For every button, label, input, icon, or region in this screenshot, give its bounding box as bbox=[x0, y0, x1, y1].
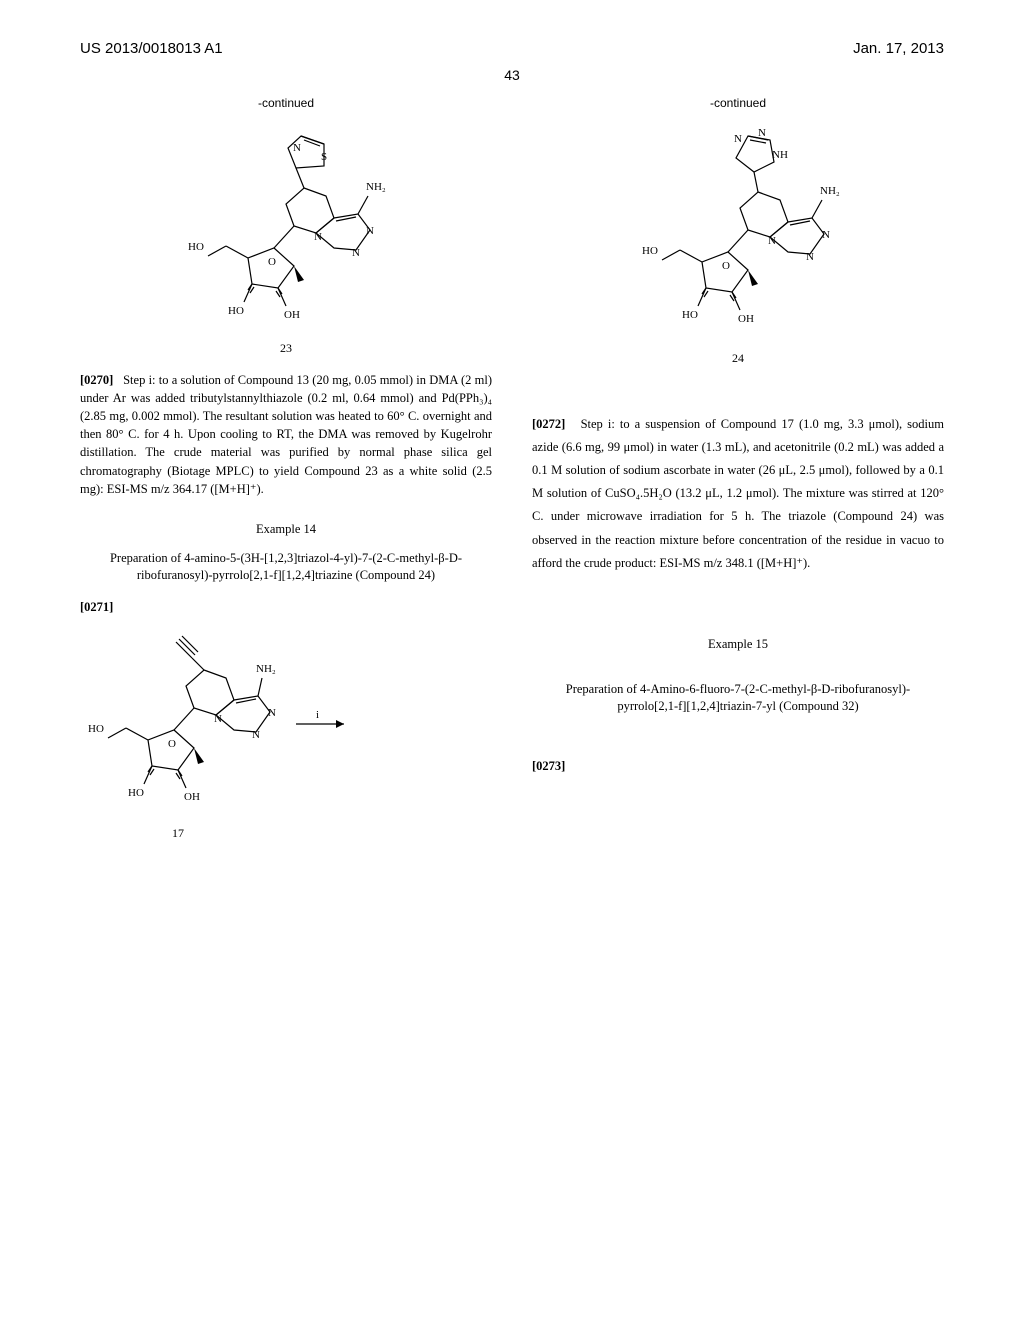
paragraph-0273: [0273] bbox=[532, 757, 944, 775]
molecule-24-svg: N N NH NH₂ N N N bbox=[608, 118, 868, 348]
para-text-0270: Step i: to a solution of Compound 13 (20… bbox=[80, 373, 492, 496]
svg-text:OH: OH bbox=[738, 313, 754, 325]
svg-text:N: N bbox=[252, 729, 260, 741]
example-14-heading: Example 14 bbox=[80, 520, 492, 538]
svg-text:NH₂: NH₂ bbox=[256, 663, 276, 675]
svg-text:S: S bbox=[321, 151, 327, 163]
svg-text:N: N bbox=[352, 247, 360, 259]
page-number: 43 bbox=[80, 67, 944, 83]
compound-17-label: 17 bbox=[86, 825, 492, 842]
svg-text:N: N bbox=[293, 142, 301, 154]
svg-text:NH₂: NH₂ bbox=[366, 181, 386, 193]
patent-number: US 2013/0018013 A1 bbox=[80, 40, 223, 57]
example-15-title: Preparation of 4-Amino-6-fluoro-7-(2-C-m… bbox=[553, 681, 924, 715]
structure-compound-23: N S NH₂ N N N bbox=[80, 118, 492, 357]
para-num-0272: [0272] bbox=[532, 417, 565, 431]
svg-text:N: N bbox=[314, 231, 322, 243]
svg-text:N: N bbox=[768, 235, 776, 247]
svg-text:HO: HO bbox=[128, 787, 144, 799]
para-text-0272: Step i: to a suspension of Compound 17 (… bbox=[532, 417, 944, 570]
left-column: -continued N S bbox=[80, 95, 492, 856]
spacer bbox=[532, 665, 944, 681]
spacer bbox=[532, 381, 944, 405]
svg-text:HO: HO bbox=[682, 309, 698, 321]
continued-label-right: -continued bbox=[532, 95, 944, 112]
svg-text:HO: HO bbox=[642, 245, 658, 257]
compound-24-label: 24 bbox=[532, 350, 944, 367]
page-header: US 2013/0018013 A1 Jan. 17, 2013 bbox=[80, 40, 944, 57]
svg-text:OH: OH bbox=[184, 791, 200, 803]
svg-text:N: N bbox=[806, 251, 814, 263]
compound-23-label: 23 bbox=[80, 340, 492, 357]
svg-text:OH: OH bbox=[284, 309, 300, 321]
svg-text:N: N bbox=[758, 127, 766, 139]
para-num-0273: [0273] bbox=[532, 759, 565, 773]
example-14-title: Preparation of 4-amino-5-(3H-[1,2,3]tria… bbox=[101, 550, 472, 584]
svg-text:HO: HO bbox=[228, 305, 244, 317]
right-column: -continued N N NH bbox=[532, 95, 944, 856]
svg-text:O: O bbox=[268, 256, 276, 268]
molecule-17-svg: NH₂ N N N O HO HO bbox=[86, 624, 366, 824]
svg-text:NH: NH bbox=[772, 149, 788, 161]
svg-text:N: N bbox=[366, 225, 374, 237]
continued-label-left: -continued bbox=[80, 95, 492, 112]
svg-text:N: N bbox=[734, 133, 742, 145]
structure-compound-17: NH₂ N N N O HO HO bbox=[80, 624, 492, 843]
example-15-heading: Example 15 bbox=[532, 635, 944, 653]
svg-text:N: N bbox=[214, 713, 222, 725]
paragraph-0272: [0272] Step i: to a suspension of Compou… bbox=[532, 413, 944, 575]
paragraph-0271: [0271] bbox=[80, 598, 492, 616]
svg-text:NH₂: NH₂ bbox=[820, 185, 840, 197]
patent-date: Jan. 17, 2013 bbox=[853, 40, 944, 57]
structure-compound-24: N N NH NH₂ N N N bbox=[532, 118, 944, 367]
svg-text:HO: HO bbox=[88, 723, 104, 735]
svg-text:O: O bbox=[722, 260, 730, 272]
svg-text:HO: HO bbox=[188, 241, 204, 253]
para-num-0271: [0271] bbox=[80, 600, 113, 614]
svg-text:O: O bbox=[168, 738, 176, 750]
spacer bbox=[532, 729, 944, 749]
molecule-23-svg: N S NH₂ N N N bbox=[156, 118, 416, 338]
svg-text:N: N bbox=[822, 229, 830, 241]
spacer bbox=[532, 583, 944, 613]
paragraph-0270: [0270] Step i: to a solution of Compound… bbox=[80, 371, 492, 498]
patent-page: US 2013/0018013 A1 Jan. 17, 2013 43 -con… bbox=[0, 0, 1024, 1320]
svg-text:N: N bbox=[268, 707, 276, 719]
para-num-0270: [0270] bbox=[80, 373, 113, 387]
two-column-layout: -continued N S bbox=[80, 95, 944, 856]
reaction-arrow-label: i bbox=[316, 709, 319, 721]
